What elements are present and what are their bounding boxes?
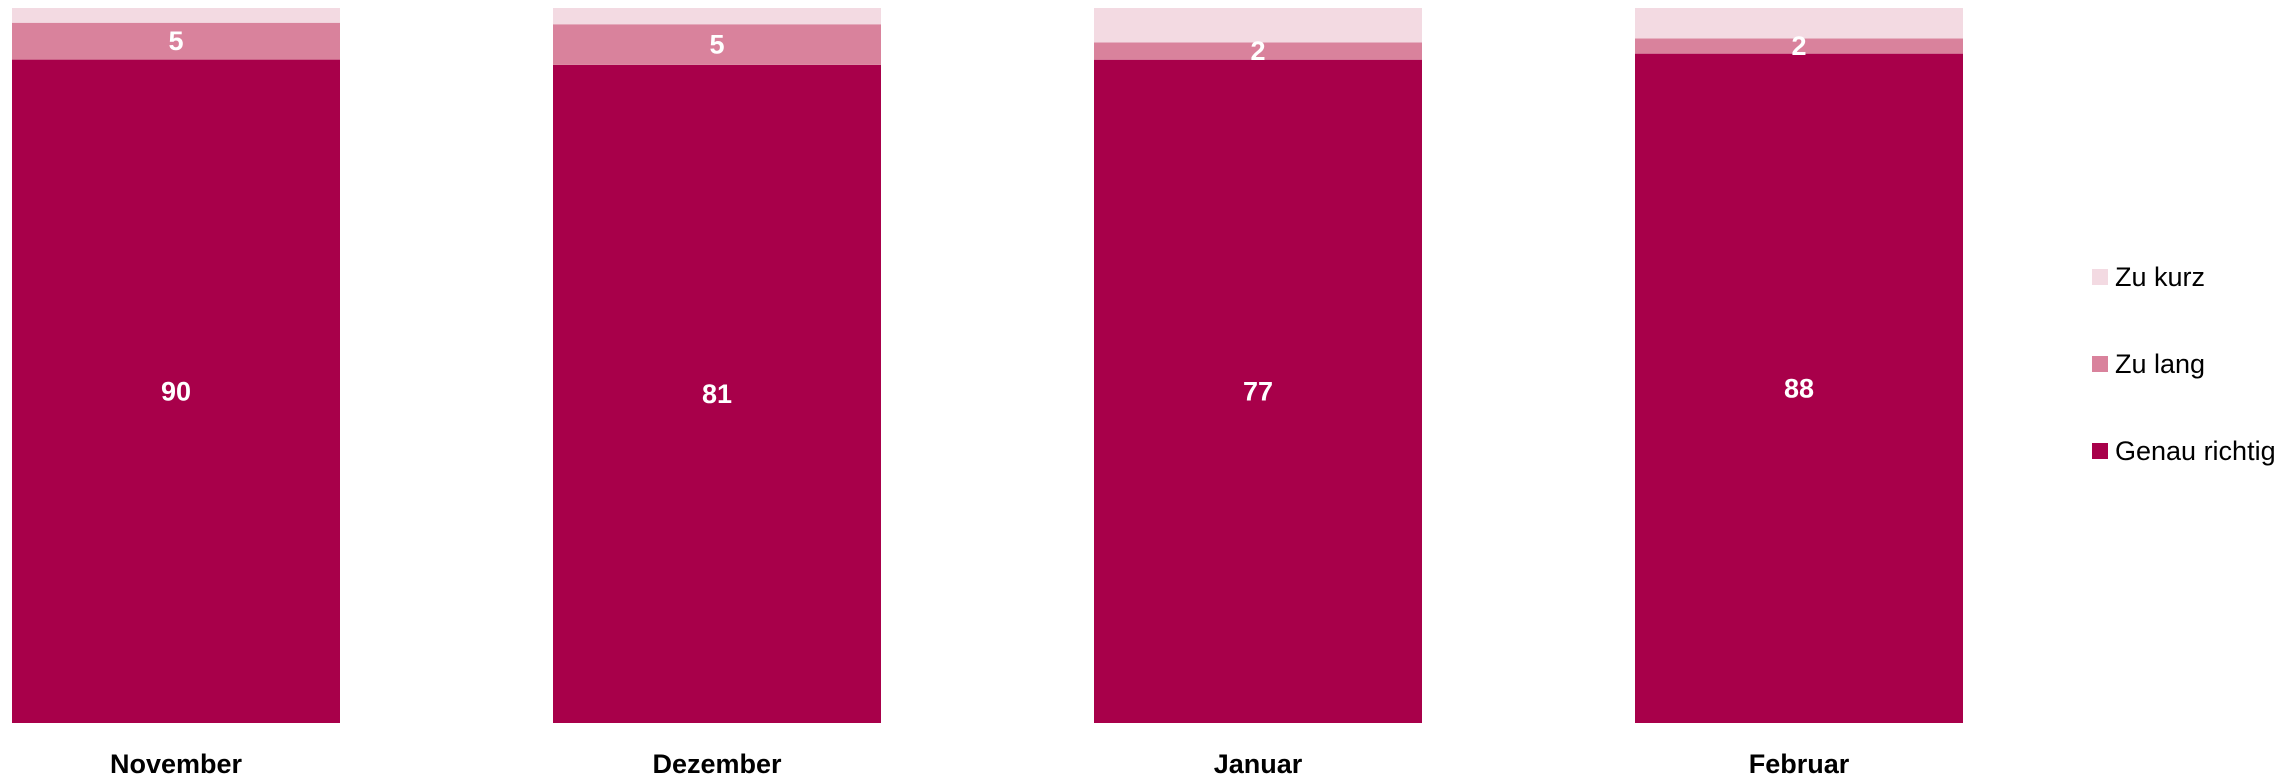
bar-januar-zu-kurz <box>1094 8 1422 43</box>
bars <box>12 8 1963 723</box>
category-labels: November Dezember Januar Februar <box>110 749 1850 775</box>
legend: Zu kurz Zu lang Genau richtig <box>2092 262 2276 466</box>
category-label-januar: Januar <box>1214 749 1303 775</box>
bar-november-genau-richtig <box>12 59 340 723</box>
bar-dezember-zu-lang <box>553 24 881 65</box>
bar-dezember-genau-richtig <box>553 64 881 723</box>
legend-swatch-zu-kurz <box>2092 269 2108 285</box>
data-label-januar-genau-richtig: 77 <box>1243 376 1273 406</box>
legend-swatch-genau-richtig <box>2092 443 2108 459</box>
data-label-februar-zu-lang: 2 <box>1791 31 1806 61</box>
legend-swatch-zu-lang <box>2092 356 2108 372</box>
data-label-dezember-zu-lang: 5 <box>709 30 724 60</box>
data-label-februar-genau-richtig: 88 <box>1784 373 1814 403</box>
legend-label-genau-richtig: Genau richtig <box>2115 436 2276 466</box>
category-label-dezember: Dezember <box>652 749 782 775</box>
bar-labels: 90 5 81 5 77 2 88 2 <box>161 26 1814 409</box>
data-label-november-genau-richtig: 90 <box>161 376 191 406</box>
data-label-januar-zu-lang: 2 <box>1250 36 1265 66</box>
bar-dezember-zu-kurz <box>553 8 881 25</box>
bar-januar-zu-lang <box>1094 42 1422 60</box>
bar-november-zu-kurz <box>12 8 340 23</box>
bar-februar-zu-lang <box>1635 38 1963 54</box>
bar-november-zu-lang <box>12 22 340 60</box>
category-label-februar: Februar <box>1749 749 1850 775</box>
bar-februar-zu-kurz <box>1635 8 1963 39</box>
legend-label-zu-lang: Zu lang <box>2115 349 2205 379</box>
legend-label-zu-kurz: Zu kurz <box>2115 262 2205 292</box>
bar-februar-genau-richtig <box>1635 53 1963 723</box>
data-label-november-zu-lang: 5 <box>168 26 183 56</box>
data-label-dezember-genau-richtig: 81 <box>702 379 732 409</box>
category-label-november: November <box>110 749 243 775</box>
bar-januar-genau-richtig <box>1094 59 1422 723</box>
